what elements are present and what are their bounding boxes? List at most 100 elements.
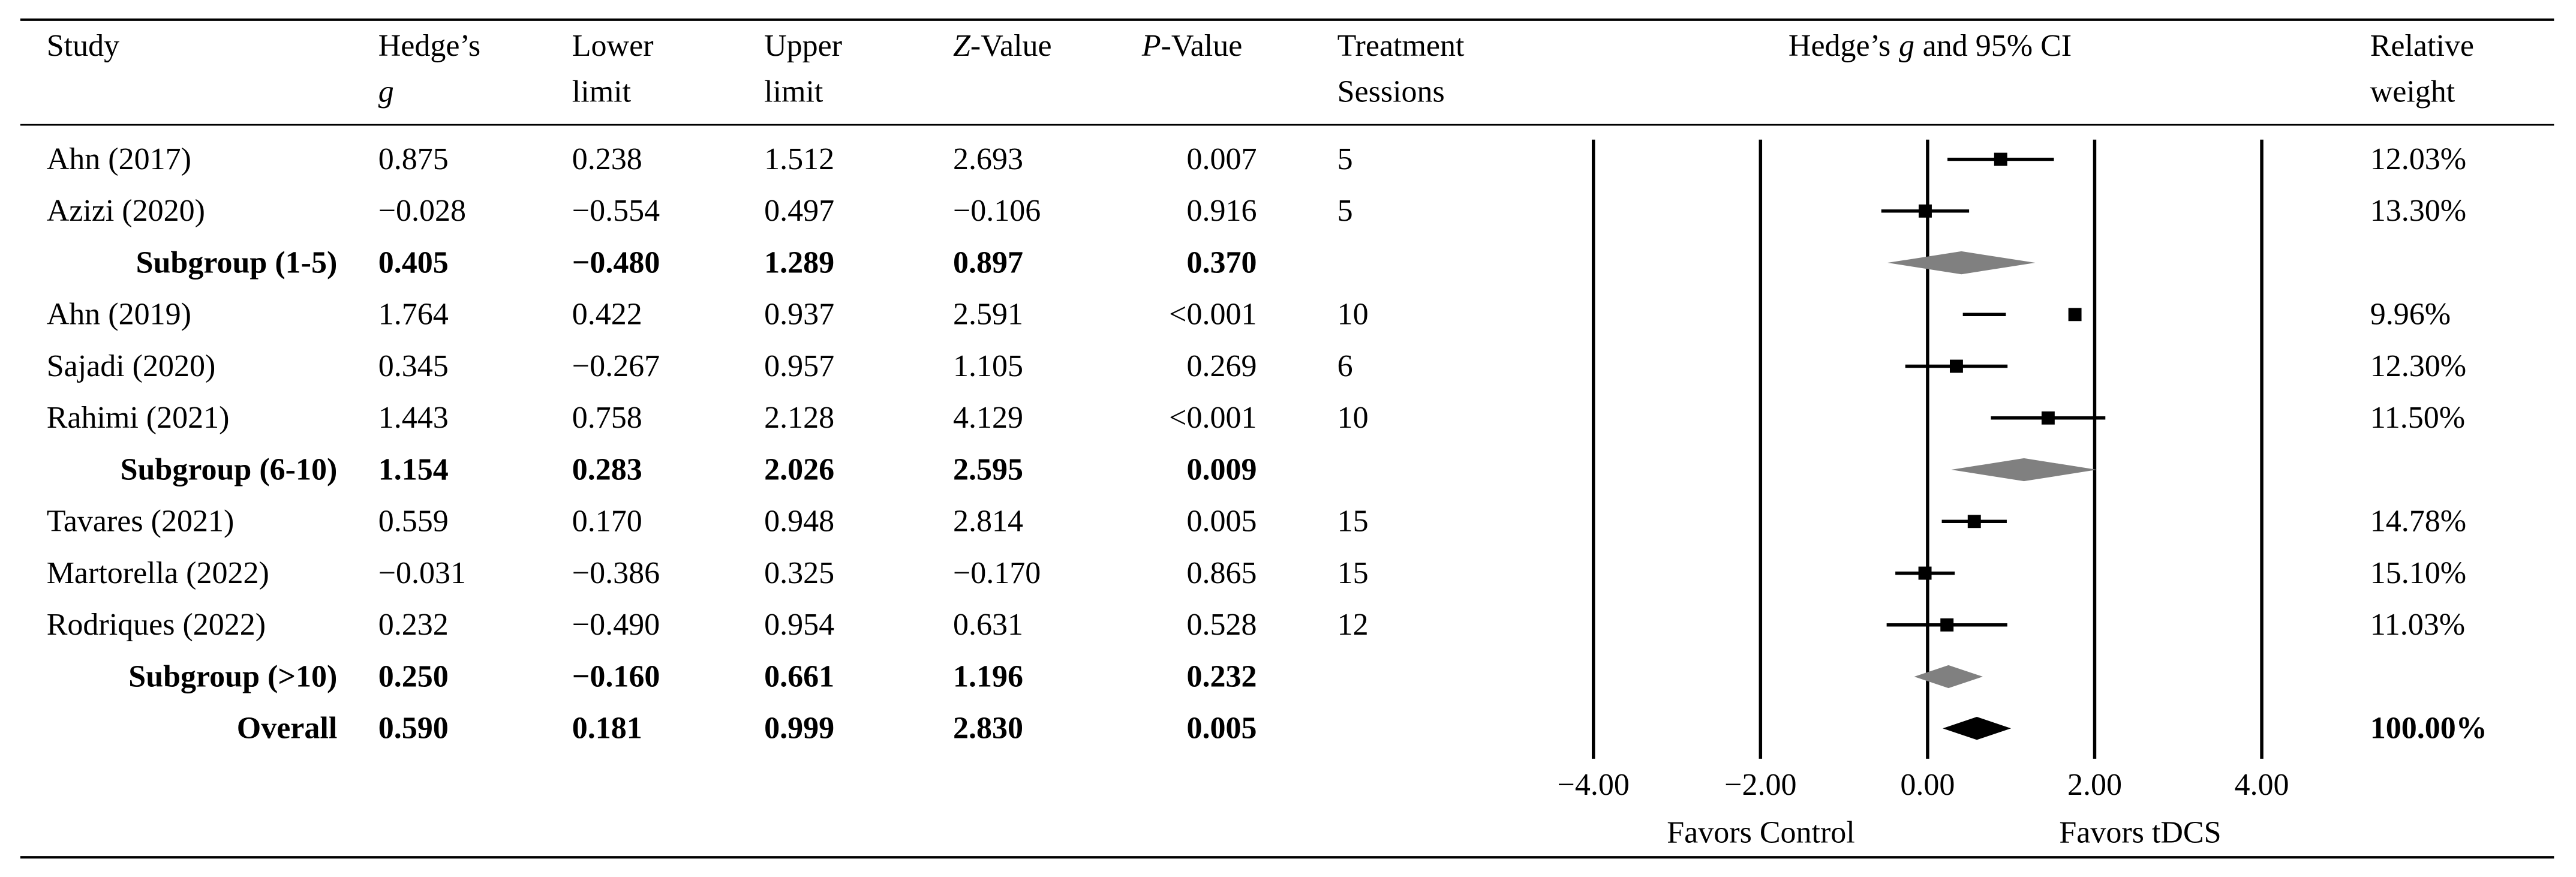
cell-sessions: 12: [1337, 608, 1369, 642]
x-label-right: Favors tDCS: [2059, 816, 2221, 850]
study-name: Subgroup (>10): [128, 659, 337, 693]
cell-weight: 13.30%: [2370, 194, 2466, 228]
header-text: Upper: [764, 29, 842, 63]
cell-lower: 0.181: [572, 711, 642, 746]
cell-weight: 9.96%: [2370, 298, 2451, 332]
cell-z: 2.814: [953, 504, 1023, 539]
cell-upper: 0.954: [764, 608, 834, 642]
header: Study: [47, 29, 119, 63]
cell-upper: 0.937: [764, 298, 834, 332]
cell-z: 0.631: [953, 608, 1023, 642]
study-name: Rodriques (2022): [47, 608, 266, 642]
cell-g: 1.764: [378, 298, 449, 332]
study-name: Azizi (2020): [47, 194, 205, 228]
cell-lower: −0.554: [572, 194, 660, 228]
cell-lower: 0.422: [572, 298, 642, 332]
effect-marker: [1994, 152, 2007, 166]
header-text: limit: [764, 75, 823, 109]
cell-z: 2.693: [953, 142, 1023, 176]
cell-upper: 0.999: [764, 711, 834, 746]
header: Treatment Sessions: [1337, 29, 1465, 109]
x-tick-label: −2.00: [1724, 768, 1796, 802]
header-text: and 95% CI: [1923, 29, 2072, 63]
cell-p: 0.007: [1186, 142, 1257, 176]
effect-marker: [1967, 515, 1981, 528]
cell-upper: 2.128: [764, 401, 834, 435]
cell-lower: −0.386: [572, 556, 660, 590]
cell-sessions: 5: [1337, 194, 1353, 228]
x-tick-label: −4.00: [1558, 768, 1630, 802]
cell-z: 0.897: [953, 245, 1023, 280]
effect-marker: [2041, 411, 2055, 425]
cell-weight: 11.03%: [2370, 608, 2465, 642]
header-text: Relative: [2370, 29, 2474, 63]
cell-lower: −0.480: [572, 245, 660, 280]
effect-marker: [2068, 308, 2082, 322]
cell-p: 0.528: [1186, 608, 1257, 642]
header: Z-Value: [953, 29, 1052, 63]
study-name: Martorella (2022): [47, 556, 269, 590]
header-text: -Value: [1161, 29, 1243, 63]
cell-upper: 2.026: [764, 452, 834, 486]
cell-upper: 1.512: [764, 142, 834, 176]
cell-z: 1.196: [953, 659, 1023, 693]
cell-weight: 12.30%: [2370, 349, 2466, 383]
cell-p: 0.005: [1186, 711, 1257, 746]
x-tick-label: 4.00: [2235, 768, 2289, 802]
cell-upper: 0.948: [764, 504, 834, 539]
cell-p: <0.001: [1169, 298, 1257, 332]
cell-p: <0.001: [1169, 401, 1257, 435]
cell-weight: 11.50%: [2370, 401, 2465, 435]
cell-g: 0.405: [378, 245, 449, 280]
header-text: Hedge’s: [378, 29, 480, 63]
cell-sessions: 10: [1337, 298, 1369, 332]
header-text: limit: [572, 75, 632, 109]
study-name: Sajadi (2020): [47, 349, 216, 383]
header-text: Z: [953, 29, 971, 63]
cell-g: 1.154: [378, 452, 449, 486]
effect-marker: [1919, 204, 1932, 218]
summary-diamond: [1951, 458, 2097, 482]
cell-lower: −0.267: [572, 349, 660, 383]
header-text: P: [1141, 29, 1161, 63]
cell-z: 1.105: [953, 349, 1023, 383]
header: Hedge’s g and 95% CI: [1789, 29, 2072, 63]
cell-g: −0.028: [378, 194, 466, 228]
effect-marker: [1949, 359, 1963, 373]
cell-upper: 0.661: [764, 659, 834, 693]
cell-p: 0.370: [1186, 245, 1257, 280]
study-name: Ahn (2017): [47, 142, 191, 176]
effect-marker: [1940, 618, 1954, 632]
study-name: Subgroup (6-10): [121, 452, 338, 486]
cell-lower: 0.238: [572, 142, 642, 176]
effect-marker: [1918, 566, 1932, 580]
cell-z: 2.591: [953, 298, 1023, 332]
x-tick-label: 0.00: [1900, 768, 1955, 802]
cell-weight: 100.00%: [2370, 711, 2487, 746]
header-text: Treatment: [1337, 29, 1465, 63]
cell-sessions: 6: [1337, 349, 1353, 383]
cell-g: 0.559: [378, 504, 449, 539]
cell-lower: 0.283: [572, 452, 642, 486]
cell-p: 0.009: [1186, 452, 1257, 486]
cell-p: 0.916: [1186, 194, 1257, 228]
header-text: weight: [2370, 75, 2455, 109]
header-text: g: [378, 75, 394, 109]
cell-g: 0.875: [378, 142, 449, 176]
cell-upper: 1.289: [764, 245, 834, 280]
study-name: Ahn (2019): [47, 298, 191, 332]
study-name: Rahimi (2021): [47, 401, 230, 435]
cell-upper: 0.497: [764, 194, 834, 228]
header: Relative weight: [2370, 29, 2474, 109]
study-name: Tavares (2021): [47, 504, 235, 539]
header-text: g: [1899, 29, 1914, 63]
header: Hedge’s g: [378, 29, 480, 109]
cell-p: 0.005: [1186, 504, 1257, 539]
cell-sessions: 15: [1337, 556, 1369, 590]
header: Upper limit: [764, 29, 842, 109]
summary-diamond: [1943, 717, 2012, 740]
x-label-left: Favors Control: [1667, 816, 1854, 850]
summary-diamond: [1887, 251, 2036, 275]
cell-sessions: 10: [1337, 401, 1369, 435]
